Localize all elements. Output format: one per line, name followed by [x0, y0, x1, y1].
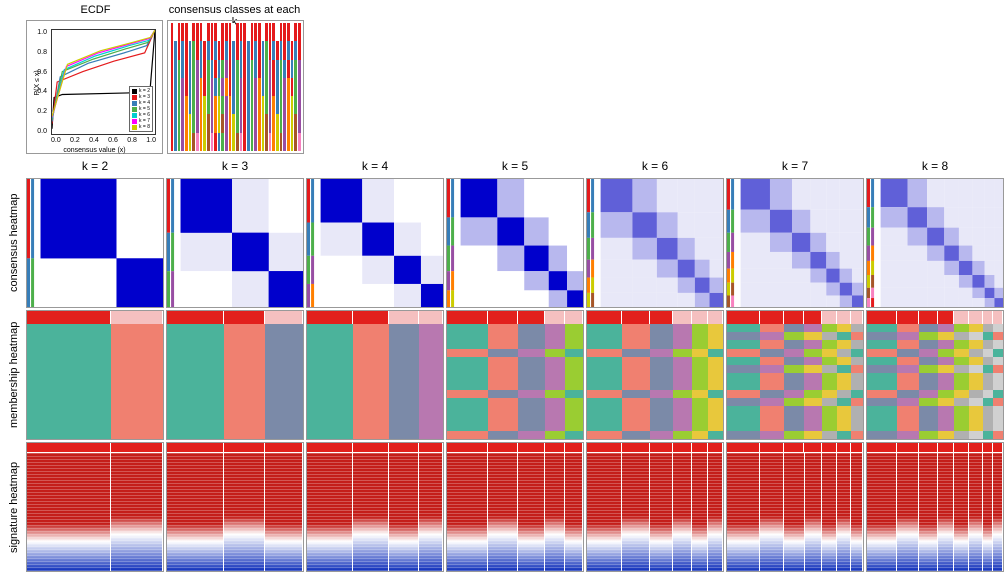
row-label-signature: signature heatmap	[4, 442, 24, 572]
col-label-k4: k = 4	[306, 156, 444, 176]
col-label-k2: k = 2	[26, 156, 164, 176]
membership-heatmap-k5	[446, 310, 584, 440]
membership-heatmap-k8	[866, 310, 1004, 440]
consensus-heatmap-k3	[166, 178, 304, 308]
col-label-k8: k = 8	[866, 156, 1004, 176]
ecdf-legend: k = 2k = 3k = 4k = 5k = 6k = 7k = 8	[129, 86, 153, 132]
membership-heatmap-k3	[166, 310, 304, 440]
signature-heatmap-k4	[306, 442, 444, 572]
membership-heatmap-k2	[26, 310, 164, 440]
ecdf-yticks: 1.00.80.60.40.20.0	[29, 29, 47, 135]
signature-heatmap-k5	[446, 442, 584, 572]
membership-heatmap-k7	[726, 310, 864, 440]
col-label-k5: k = 5	[446, 156, 584, 176]
consensus-classes-panel	[167, 20, 304, 154]
ecdf-panel: P(X ≤ x) 1.00.80.60.40.20.0 k = 2k = 3k …	[26, 20, 163, 154]
ecdf-plot-area: k = 2k = 3k = 4k = 5k = 6k = 7k = 8	[51, 29, 156, 135]
ecdf-xticks: 0.00.20.40.60.81.0	[51, 137, 156, 145]
col-label-k3: k = 3	[166, 156, 304, 176]
col-label-k6: k = 6	[586, 156, 724, 176]
ecdf-xlabel: consensus value (x)	[27, 147, 162, 154]
consensus-heatmap-k5	[446, 178, 584, 308]
top-row: ECDF consensus classes at each k P(X ≤ x…	[26, 4, 304, 154]
consensus-heatmap-k6	[586, 178, 724, 308]
signature-heatmap-k3	[166, 442, 304, 572]
row-label-membership: membership heatmap	[4, 310, 24, 440]
row-label-consensus: consensus heatmap	[4, 178, 24, 308]
membership-heatmap-k6	[586, 310, 724, 440]
signature-heatmap-k2	[26, 442, 164, 572]
membership-heatmap-k4	[306, 310, 444, 440]
figure-grid: ECDF consensus classes at each k P(X ≤ x…	[0, 0, 1008, 576]
signature-heatmap-k6	[586, 442, 724, 572]
consensus-heatmap-k2	[26, 178, 164, 308]
col-label-k7: k = 7	[726, 156, 864, 176]
ecdf-title: ECDF	[26, 4, 165, 20]
consensus-heatmap-k7	[726, 178, 864, 308]
signature-heatmap-k7	[726, 442, 864, 572]
consensus-heatmap-k4	[306, 178, 444, 308]
consensus-heatmap-k8	[866, 178, 1004, 308]
signature-heatmap-k8	[866, 442, 1004, 572]
cc-title: consensus classes at each k	[165, 4, 304, 20]
